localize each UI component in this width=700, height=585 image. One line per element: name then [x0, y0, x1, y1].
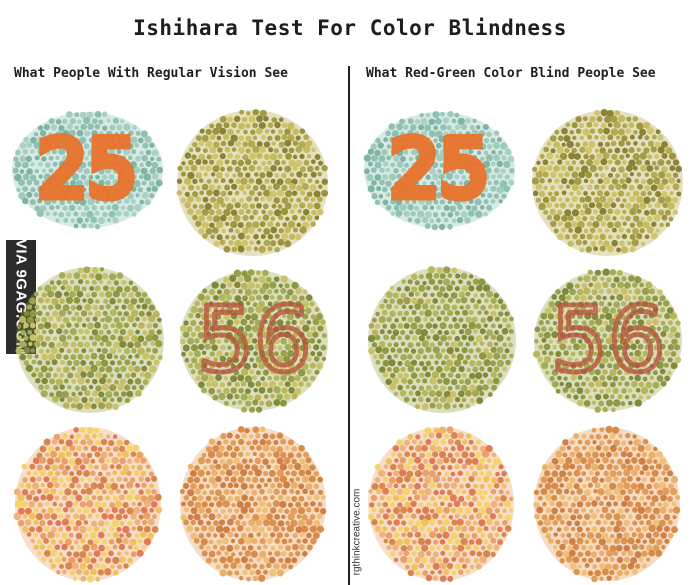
plate-left-56: 56: [179, 269, 328, 413]
plate-right-warm-1: [367, 426, 514, 583]
plate-number-56: 56: [551, 288, 666, 393]
watermark-credit: rgthinkcreative.com: [350, 478, 364, 585]
plate-number-56: 56: [197, 288, 312, 393]
plate-left-25: 25: [12, 110, 164, 230]
plate-left-olive-2: [15, 266, 164, 413]
plate-number-25: 25: [38, 125, 137, 215]
plate-right-56: 56: [533, 268, 682, 413]
plate-left-olive-1: [176, 109, 329, 256]
plate-left-warm-2: [179, 426, 327, 582]
column-divider: [348, 66, 350, 585]
plate-number-25: 25: [390, 125, 489, 215]
column-header-color-blind: What Red-Green Color Blind People See: [366, 66, 656, 81]
plate-right-warm-2: [533, 425, 681, 583]
page-title: Ishihara Test For Color Blindness: [133, 16, 567, 40]
plate-right-olive-1: [531, 109, 683, 256]
watermark-credit-text: rgthinkcreative.com: [351, 488, 363, 575]
column-header-regular-vision: What People With Regular Vision See: [14, 66, 288, 81]
plate-right-olive-2: [367, 266, 516, 413]
plate-right-25: 25: [363, 110, 515, 231]
plate-left-warm-1: [13, 427, 163, 583]
